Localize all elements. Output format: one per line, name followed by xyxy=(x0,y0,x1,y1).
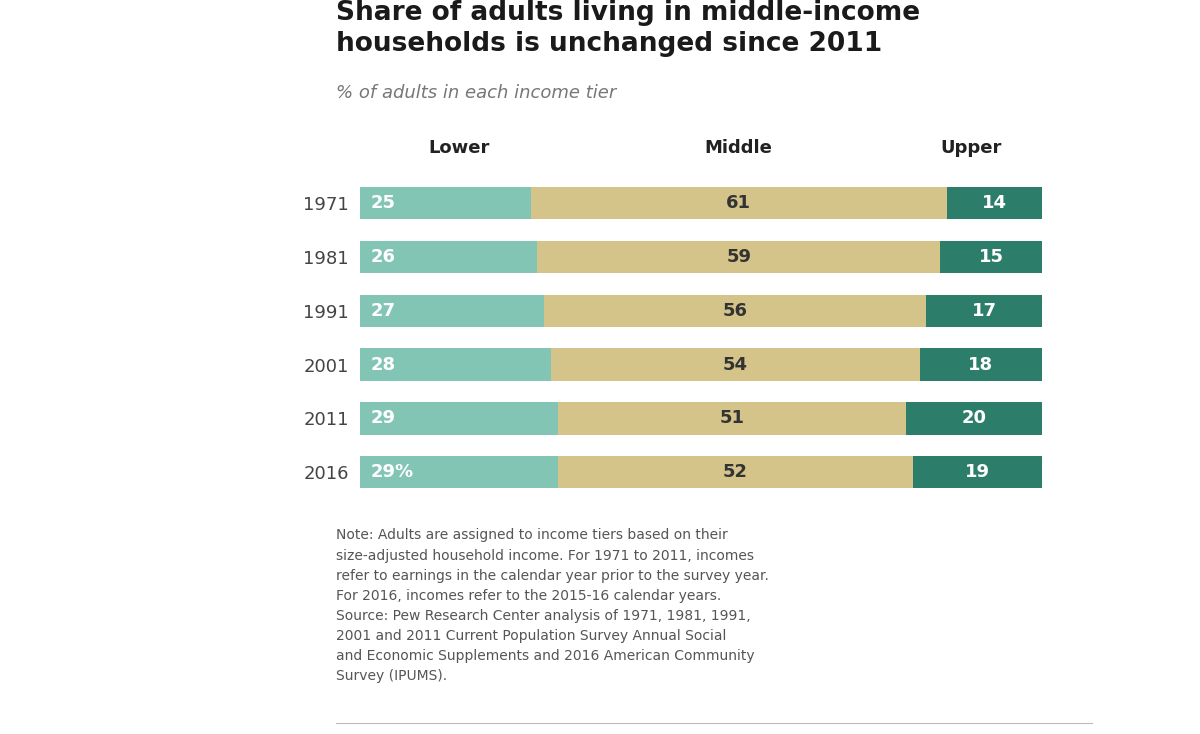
Bar xyxy=(926,294,1043,327)
Bar xyxy=(919,349,1043,381)
Text: Share of adults living in middle-income
households is unchanged since 2011: Share of adults living in middle-income … xyxy=(336,0,920,57)
Bar xyxy=(360,456,558,488)
Text: 54: 54 xyxy=(722,355,748,374)
Text: 56: 56 xyxy=(722,302,748,320)
Text: 59: 59 xyxy=(726,248,751,266)
Bar xyxy=(360,402,558,435)
Bar xyxy=(940,241,1043,273)
Text: 14: 14 xyxy=(982,194,1007,212)
Text: Middle: Middle xyxy=(704,139,773,157)
Text: 51: 51 xyxy=(719,410,744,427)
Text: 29: 29 xyxy=(371,410,395,427)
Bar xyxy=(360,294,545,327)
Text: 52: 52 xyxy=(722,463,748,482)
Text: 18: 18 xyxy=(968,355,994,374)
Bar xyxy=(360,349,551,381)
Text: 28: 28 xyxy=(371,355,395,374)
Bar xyxy=(558,456,913,488)
Text: 61: 61 xyxy=(726,194,751,212)
Bar xyxy=(906,402,1043,435)
Bar xyxy=(530,187,947,219)
Text: 19: 19 xyxy=(965,463,990,482)
Text: 25: 25 xyxy=(371,194,395,212)
Bar xyxy=(947,187,1043,219)
Text: Note: Adults are assigned to income tiers based on their
size-adjusted household: Note: Adults are assigned to income tier… xyxy=(336,528,769,683)
Bar xyxy=(360,187,530,219)
Bar xyxy=(913,456,1043,488)
Bar xyxy=(551,349,919,381)
Text: 20: 20 xyxy=(961,410,986,427)
Text: 27: 27 xyxy=(371,302,395,320)
Text: % of adults in each income tier: % of adults in each income tier xyxy=(336,84,617,103)
Text: 15: 15 xyxy=(979,248,1003,266)
Bar xyxy=(545,294,926,327)
Bar xyxy=(360,241,538,273)
Bar xyxy=(558,402,906,435)
Text: 26: 26 xyxy=(371,248,395,266)
Text: Lower: Lower xyxy=(428,139,490,157)
Bar xyxy=(538,241,940,273)
Text: 29%: 29% xyxy=(371,463,413,482)
Text: 17: 17 xyxy=(972,302,997,320)
Text: Upper: Upper xyxy=(940,139,1001,157)
